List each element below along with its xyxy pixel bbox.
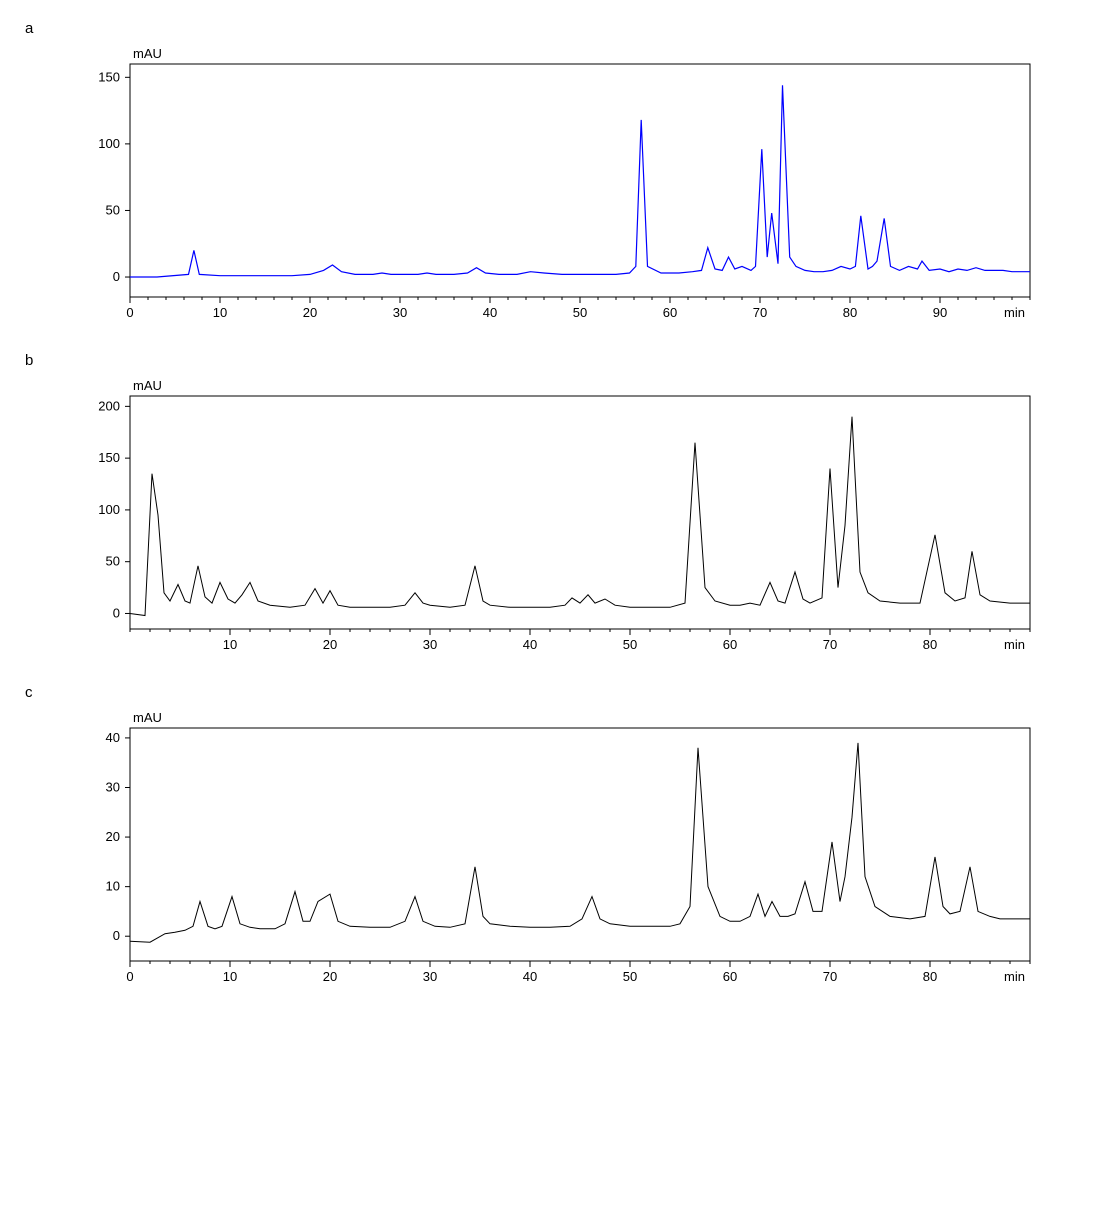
- xtick-label: 50: [623, 969, 637, 984]
- ytick-label: 200: [98, 398, 120, 413]
- ytick-label: 0: [113, 269, 120, 284]
- xtick-label: 20: [323, 969, 337, 984]
- chromatogram-trace: [130, 743, 1030, 942]
- xtick-label: 70: [823, 637, 837, 652]
- ytick-label: 0: [113, 605, 120, 620]
- xtick-label: 10: [213, 305, 227, 320]
- panel-label: a: [25, 20, 1090, 37]
- ytick-label: 50: [106, 202, 120, 217]
- xtick-label: 90: [933, 305, 947, 320]
- xtick-label: 0: [126, 969, 133, 984]
- xtick-label: 60: [663, 305, 677, 320]
- ytick-label: 40: [106, 730, 120, 745]
- ytick-label: 10: [106, 879, 120, 894]
- xtick-label: 20: [303, 305, 317, 320]
- chart-b: 0 50 100 150 200 10 20 30 40 50 60 70 80 mAU min: [80, 374, 1090, 664]
- ytick-label: 20: [106, 829, 120, 844]
- xtick-label: 70: [823, 969, 837, 984]
- xtick-label: 10: [223, 637, 237, 652]
- xtick-label: 20: [323, 637, 337, 652]
- ytick-label: 30: [106, 779, 120, 794]
- ytick-label: 100: [98, 136, 120, 151]
- ytick-label: 0: [113, 928, 120, 943]
- ytick-label: 150: [98, 450, 120, 465]
- xtick-label: 40: [523, 969, 537, 984]
- xtick-label: 30: [393, 305, 407, 320]
- panel-label: c: [25, 684, 1090, 701]
- xtick-label: 40: [523, 637, 537, 652]
- y-axis-label: mAU: [133, 378, 162, 393]
- xtick-label: 50: [573, 305, 587, 320]
- ytick-label: 150: [98, 69, 120, 84]
- y-axis-label: mAU: [133, 710, 162, 725]
- x-axis-label: min: [1004, 637, 1025, 652]
- xtick-label: 40: [483, 305, 497, 320]
- xtick-label: 80: [923, 637, 937, 652]
- xtick-label: 0: [126, 305, 133, 320]
- chart-a: 0 50 100 150 0 10 20 30 40 50 60 70 80 90 mAU min: [80, 42, 1090, 332]
- xtick-label: 60: [723, 969, 737, 984]
- panel-c: c 0 10 20 30 40 0 10 20 30 40 50 60 70 80 mAU min: [20, 684, 1090, 996]
- chromatogram-trace: [130, 85, 1030, 277]
- y-axis-label: mAU: [133, 46, 162, 61]
- figure-container: a0501001500102030405060708090mAUminb0501…: [20, 20, 1090, 996]
- x-axis-label: min: [1004, 305, 1025, 320]
- xtick-label: 70: [753, 305, 767, 320]
- x-axis-label: min: [1004, 969, 1025, 984]
- xtick-label: 80: [843, 305, 857, 320]
- xtick-label: 10: [223, 969, 237, 984]
- ytick-label: 100: [98, 502, 120, 517]
- chromatogram-trace: [130, 417, 1030, 616]
- xtick-label: 30: [423, 637, 437, 652]
- chart-c: 0 10 20 30 40 0 10 20 30 40 50 60 70 80 mAU min: [80, 706, 1090, 996]
- ytick-label: 50: [106, 554, 120, 569]
- panel-b: b 0 50 100 150 200 10 20 30 40 50 60 70 80 mAU min: [20, 352, 1090, 664]
- xtick-label: 80: [923, 969, 937, 984]
- xtick-label: 60: [723, 637, 737, 652]
- xtick-label: 30: [423, 969, 437, 984]
- panel-label: b: [25, 352, 1090, 369]
- panel-a: a 0 50 100 150 0 10 20 30 40 50 60 70 80 90 mAU min: [20, 20, 1090, 332]
- xtick-label: 50: [623, 637, 637, 652]
